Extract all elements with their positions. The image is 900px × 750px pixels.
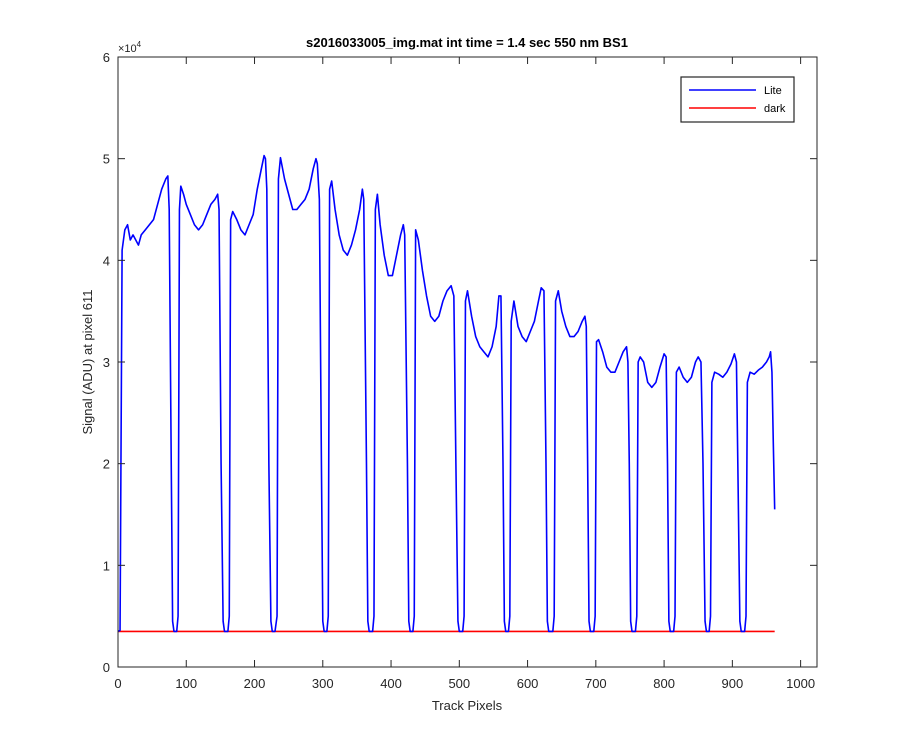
x-tick-label: 600 (517, 676, 539, 691)
y-axis-exponent-power: 4 (137, 40, 142, 49)
series-line-lite (117, 154, 776, 633)
y-axis-exponent-base: ×10 (118, 43, 137, 55)
y-tick-label: 5 (103, 152, 110, 167)
legend-box (680, 76, 795, 123)
legend-label-lite: Lite (764, 85, 782, 97)
x-tick-label: 800 (653, 676, 675, 691)
legend-label-dark: dark (764, 103, 786, 115)
x-tick-label: 100 (175, 676, 197, 691)
y-axis-label: Signal (ADU) at pixel 611 (80, 290, 95, 435)
x-tick-label: 200 (244, 676, 266, 691)
x-tick-label: 500 (448, 676, 470, 691)
x-tick-label: 300 (312, 676, 334, 691)
x-tick-label: 1000 (786, 676, 815, 691)
x-axis: 0 100 200 300 400 500 600 700 800 900 1000 (114, 57, 815, 691)
y-tick-label: 4 (103, 253, 110, 268)
x-tick-label: 700 (585, 676, 607, 691)
y-tick-label: 2 (103, 457, 110, 472)
x-tick-label: 900 (722, 676, 744, 691)
y-tick-label: 0 (103, 660, 110, 675)
y-axis-exponent: ×104 (118, 40, 142, 55)
x-tick-label: 400 (380, 676, 402, 691)
y-axis: 0 1 2 3 4 5 6 (103, 50, 817, 675)
plot-area: 0 100 200 300 400 500 600 700 800 900 1000 0 1 2 3 4 5 6 (103, 50, 818, 691)
y-tick-label: 6 (103, 50, 110, 65)
x-axis-label: Track Pixels (432, 698, 503, 713)
chart-title: s2016033005_img.mat int time = 1.4 sec 5… (306, 35, 628, 50)
legend: Lite dark (680, 76, 795, 123)
x-tick-label: 0 (114, 676, 121, 691)
y-tick-label: 1 (103, 558, 110, 573)
series-layer (117, 154, 776, 633)
y-tick-label: 3 (103, 355, 110, 370)
